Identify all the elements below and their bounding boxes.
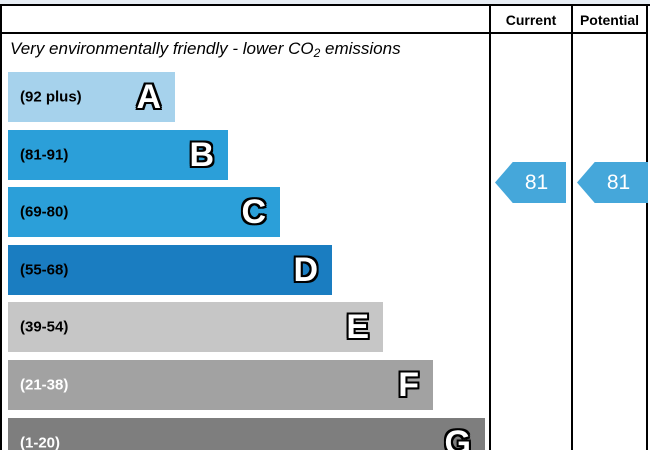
band-a-bar: (92 plus) A (8, 72, 175, 122)
current-column-line (489, 4, 491, 450)
band-letter: C (241, 193, 266, 231)
band-range-label: (69-80) (20, 203, 69, 221)
potential-column-header: Potential (579, 11, 640, 28)
potential-rating-value: 81 (606, 170, 631, 194)
potential-rating-arrow: 81 (577, 162, 648, 203)
band-g-bar: (1-20) G (8, 418, 485, 450)
table-border-top (0, 4, 650, 6)
band-letter: D (293, 251, 318, 289)
chart-title: Very environmentally friendly - lower CO… (10, 39, 401, 60)
band-b-bar: (81-91) B (8, 130, 228, 180)
chart-title-text: Very environmentally friendly - lower CO (10, 39, 314, 58)
chart-title-suffix: emissions (320, 39, 401, 58)
band-range-label: (92 plus) (20, 88, 82, 106)
band-range-label: (21-38) (20, 376, 69, 394)
band-e-bar: (39-54) E (8, 302, 383, 352)
header-divider-line (0, 32, 648, 34)
current-column-header: Current (505, 11, 557, 28)
band-letter: G (444, 424, 471, 450)
band-letter: A (136, 78, 161, 116)
table-border-left (0, 4, 2, 450)
band-letter: E (346, 308, 369, 346)
band-letter: B (189, 136, 214, 174)
band-range-label: (55-68) (20, 261, 69, 279)
current-rating-value: 81 (524, 170, 549, 194)
potential-column-line (571, 4, 573, 450)
band-range-label: (1-20) (20, 434, 61, 450)
top-strip (0, 0, 650, 4)
band-d-bar: (55-68) D (8, 245, 332, 295)
band-c-bar: (69-80) C (8, 187, 280, 237)
table-border-right (646, 4, 648, 450)
current-rating-arrow: 81 (495, 162, 566, 203)
band-letter: F (398, 366, 419, 404)
band-range-label: (81-91) (20, 146, 69, 164)
band-f-bar: (21-38) F (8, 360, 433, 410)
band-range-label: (39-54) (20, 318, 69, 336)
